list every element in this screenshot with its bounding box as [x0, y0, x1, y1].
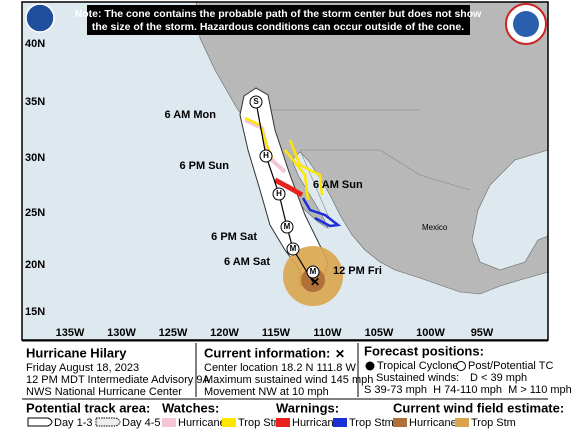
storm-name: Hurricane Hilary: [26, 345, 127, 360]
watch-trop: Trop Stm: [238, 417, 283, 429]
lon-label: 100W: [416, 327, 445, 339]
swatch: [276, 418, 290, 427]
date: Friday August 18, 2023: [26, 362, 139, 374]
swatch: [455, 418, 469, 427]
note-box: [87, 5, 470, 35]
map: M✕12 PM Fri M6 AM Sat M6 PM Sat H6 AM Su…: [21, 1, 549, 341]
track-point: H 6 AM Sun: [272, 179, 363, 201]
max-wind: Maximum sustained wind 145 mph: [204, 374, 373, 386]
current-heading: Current information:: [204, 345, 330, 360]
lat-label: 15N: [25, 306, 45, 318]
map-frame: [21, 1, 549, 341]
swatch: [222, 418, 236, 427]
intensity: M: [284, 222, 291, 231]
hurricane-warning: [273, 177, 304, 198]
trop-storm-warning: [301, 197, 342, 228]
track-point: S 6 AM Mon: [164, 95, 263, 121]
time-label: 12 PM Fri: [333, 265, 382, 277]
tc-label: Tropical Cyclone: [377, 360, 459, 372]
track-point: M 6 AM Sat: [224, 242, 300, 268]
track-area-heading: Potential track area:: [26, 400, 150, 415]
lat-label: 20N: [25, 259, 45, 271]
warning-trop: Trop Stm: [349, 417, 394, 429]
lon-label: 135W: [56, 327, 85, 339]
wind-trop: Trop Stm: [471, 417, 516, 429]
note-line: Note: The cone contains the probable pat…: [75, 8, 482, 20]
intensity: M: [290, 244, 297, 253]
time-label: 6 PM Sun: [179, 160, 229, 172]
day13-label: Day 1-3: [54, 417, 93, 429]
swatch: [333, 418, 347, 427]
ptc-symbol: [456, 361, 466, 371]
lon-label: 110W: [313, 327, 342, 339]
day45-label: Day 4-5: [122, 417, 161, 429]
wind-hurricane: Hurricane: [409, 417, 457, 429]
country-label: Mexico: [422, 223, 448, 232]
lon-label: 105W: [365, 327, 394, 339]
movement: Movement NW at 10 mph: [204, 386, 329, 398]
lon-label: 125W: [159, 327, 188, 339]
time-label: 6 AM Sat: [224, 256, 270, 268]
current-x: ✕: [310, 275, 320, 289]
lon-label: 95W: [471, 327, 494, 339]
noaa-logo: [25, 3, 55, 33]
lat-label: 35N: [25, 96, 45, 108]
track-point: H 6 PM Sun: [179, 149, 273, 172]
nws-logo-inner: [513, 11, 539, 37]
warnings-heading: Warnings:: [276, 400, 339, 415]
track-point: M 6 PM Sat: [211, 220, 294, 243]
d-label: D < 39 mph: [470, 372, 527, 384]
intensity: M: [310, 267, 317, 276]
lon-label: 120W: [210, 327, 239, 339]
current-x-icon: ✕: [335, 347, 345, 361]
note-line: the size of the storm. Hazardous conditi…: [92, 21, 464, 33]
day13-icon: [27, 417, 53, 427]
advisory: 12 PM MDT Intermediate Advisory 9A: [26, 374, 210, 386]
wind-heading: Current wind field estimate:: [393, 400, 564, 415]
lon-labels: 135W 130W 125W 120W 115W 110W 105W 100W 95W: [56, 327, 494, 339]
lat-label: 30N: [25, 152, 45, 164]
watches-heading: Watches:: [162, 400, 219, 415]
scale-label: S 39-73 mph H 74-110 mph M > 110 mph: [364, 384, 572, 396]
tc-symbol: [365, 361, 375, 371]
time-label: 6 PM Sat: [211, 231, 257, 243]
warning-hurricane: Hurricane: [292, 417, 340, 429]
center-name: NWS National Hurricane Center: [26, 386, 182, 398]
intensity: H: [263, 151, 269, 160]
swatch: [162, 418, 176, 427]
day45-icon: [95, 417, 121, 427]
lat-label: 40N: [25, 38, 45, 50]
lon-label: 115W: [262, 327, 291, 339]
gulf-of-mexico: [471, 149, 549, 271]
ptc-label: Post/Potential TC: [468, 360, 553, 372]
lat-labels: 40N 35N 30N 25N 20N 15N: [25, 38, 45, 318]
forecast-heading: Forecast positions:: [364, 343, 484, 358]
intensity: S: [253, 97, 259, 106]
lon-label: 130W: [107, 327, 136, 339]
time-label: 6 AM Mon: [164, 109, 216, 121]
track-point: M✕ 12 PM Fri: [306, 265, 382, 289]
location: Center location 18.2 N 111.8 W: [204, 362, 356, 374]
lat-label: 25N: [25, 207, 45, 219]
time-label: 6 AM Sun: [313, 179, 363, 191]
info-panel: Hurricane Hilary Friday August 18, 2023 …: [22, 340, 572, 429]
swatch: [393, 418, 407, 427]
intensity: H: [276, 189, 282, 198]
watch-hurricane: Hurricane: [178, 417, 226, 429]
winds-label: Sustained winds:: [376, 372, 459, 384]
